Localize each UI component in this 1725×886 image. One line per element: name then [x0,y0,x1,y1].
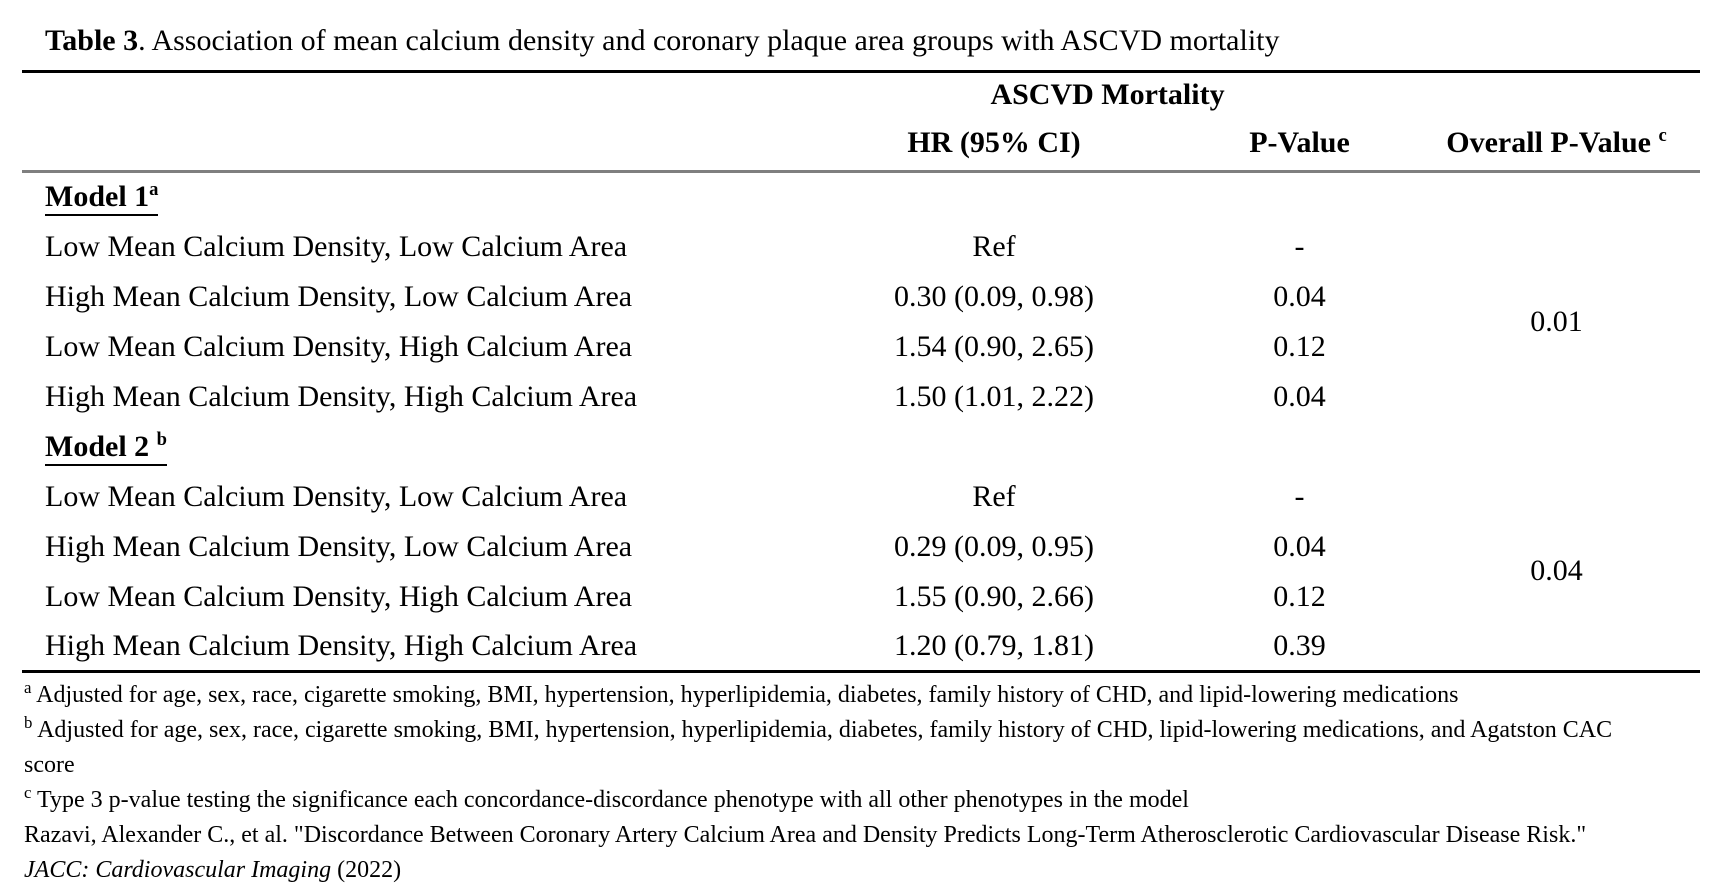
hr-value: 0.29 (0.09, 0.95) [894,529,1094,563]
model-2-heading: Model 2 b [22,422,1413,472]
pvalue: - [1294,479,1305,513]
footnote-b: b Adjusted for age, sex, race, cigarette… [24,713,1624,783]
hr-value: Ref [972,229,1016,263]
pvalue: 0.39 [1273,628,1326,662]
model-2-heading-row: Model 2 b [22,422,1700,472]
table-row: Low Mean Calcium Density, Low Calcium Ar… [22,472,1700,587]
overall-pvalue-model-1: 0.01 [1530,304,1583,338]
hr-column-header: HR (95% CI) [802,116,1186,173]
footnote-b-superscript: b [24,713,33,732]
hr-value: 1.20 (0.79, 1.81) [894,628,1094,662]
hr-value: 1.54 (0.90, 2.65) [894,329,1094,363]
citation: Razavi, Alexander C., et al. "Discordanc… [24,818,1624,886]
row-label: Low Mean Calcium Density, High Calcium A… [45,329,633,363]
footnote-c: c Type 3 p-value testing the significanc… [24,783,1624,818]
pvalue: 0.12 [1273,329,1326,363]
pvalue: 0.04 [1273,279,1326,313]
citation-year: (2022) [331,857,402,883]
row-label: Low Mean Calcium Density, Low Calcium Ar… [45,479,628,513]
model-2-superscript: b [156,428,167,450]
citation-journal-name: JACC: Cardiovascular Imaging [24,857,332,883]
empty-cell [1413,422,1700,472]
model-1-superscript: a [149,179,159,201]
empty-header-cell [1413,72,1700,117]
citation-text: Razavi, Alexander C., et al. "Discordanc… [24,822,1587,848]
group-header-row: ASCVD Mortality [22,72,1700,117]
results-table: ASCVD Mortality HR (95% CI) P-Value Over… [22,70,1701,673]
table-row: High Mean Calcium Density, High Calcium … [22,622,1700,672]
hr-value: 1.50 (1.01, 2.22) [894,379,1094,413]
footnote-a: a Adjusted for age, sex, race, cigarette… [24,678,1624,713]
model-1-heading-row: Model 1a [22,172,1700,222]
footnote-b-text: Adjusted for age, sex, race, cigarette s… [24,717,1613,778]
table-row: High Mean Calcium Density, High Calcium … [22,372,1700,422]
row-label: High Mean Calcium Density, High Calcium … [45,628,638,662]
row-label: Low Mean Calcium Density, Low Calcium Ar… [45,229,628,263]
overall-pvalue-header-superscript: c [1658,125,1667,147]
overall-pvalue-header-text: Overall P-Value [1446,126,1651,160]
hr-value: Ref [972,479,1016,513]
table-title-number: Table 3 [45,24,139,57]
table-title-text: . Association of mean calcium density an… [138,24,1280,57]
footnote-a-text: Adjusted for age, sex, race, cigarette s… [36,682,1459,708]
row-label: Low Mean Calcium Density, High Calcium A… [45,579,633,613]
pvalue: - [1294,229,1305,263]
pvalue-column-header: P-Value [1186,116,1414,173]
pvalue: 0.12 [1273,579,1326,613]
table-row: High Mean Calcium Density, Low Calcium A… [22,522,1700,572]
empty-header-cell [22,116,802,173]
hr-value: 0.30 (0.09, 0.98) [894,279,1094,313]
overall-pvalue-column-header: Overall P-Value c [1413,116,1701,173]
footnotes-block: a Adjusted for age, sex, race, cigarette… [24,678,1624,886]
ascvd-mortality-header: ASCVD Mortality [990,77,1225,111]
row-label: High Mean Calcium Density, Low Calcium A… [45,279,633,313]
row-label: High Mean Calcium Density, Low Calcium A… [45,529,633,563]
table-row: Low Mean Calcium Density, High Calcium A… [22,322,1700,372]
empty-cell [1413,172,1700,222]
overall-pvalue-model-2: 0.04 [1530,553,1583,587]
pvalue: 0.04 [1273,529,1326,563]
model-1-heading: Model 1a [22,172,1413,222]
table-row: Low Mean Calcium Density, Low Calcium Ar… [22,222,1700,338]
column-header-row: HR (95% CI) P-Value Overall P-Value c [22,116,1701,173]
footnote-c-superscript: c [24,783,32,802]
table-row: High Mean Calcium Density, Low Calcium A… [22,272,1700,322]
model-1-heading-underline: Model 1a [45,179,159,217]
footnote-c-text: Type 3 p-value testing the significance … [37,787,1189,813]
hr-value: 1.55 (0.90, 2.66) [894,579,1094,613]
footnote-a-superscript: a [24,678,32,697]
model-1-label: Model 1 [45,180,150,214]
model-2-heading-underline: Model 2 b [45,428,167,466]
pvalue: 0.04 [1273,379,1326,413]
row-label: High Mean Calcium Density, High Calcium … [45,379,638,413]
model-2-label: Model 2 [45,429,157,463]
table-title: Table 3. Association of mean calcium den… [45,24,1725,57]
table-row: Low Mean Calcium Density, High Calcium A… [22,572,1700,622]
empty-header-cell [22,72,802,117]
